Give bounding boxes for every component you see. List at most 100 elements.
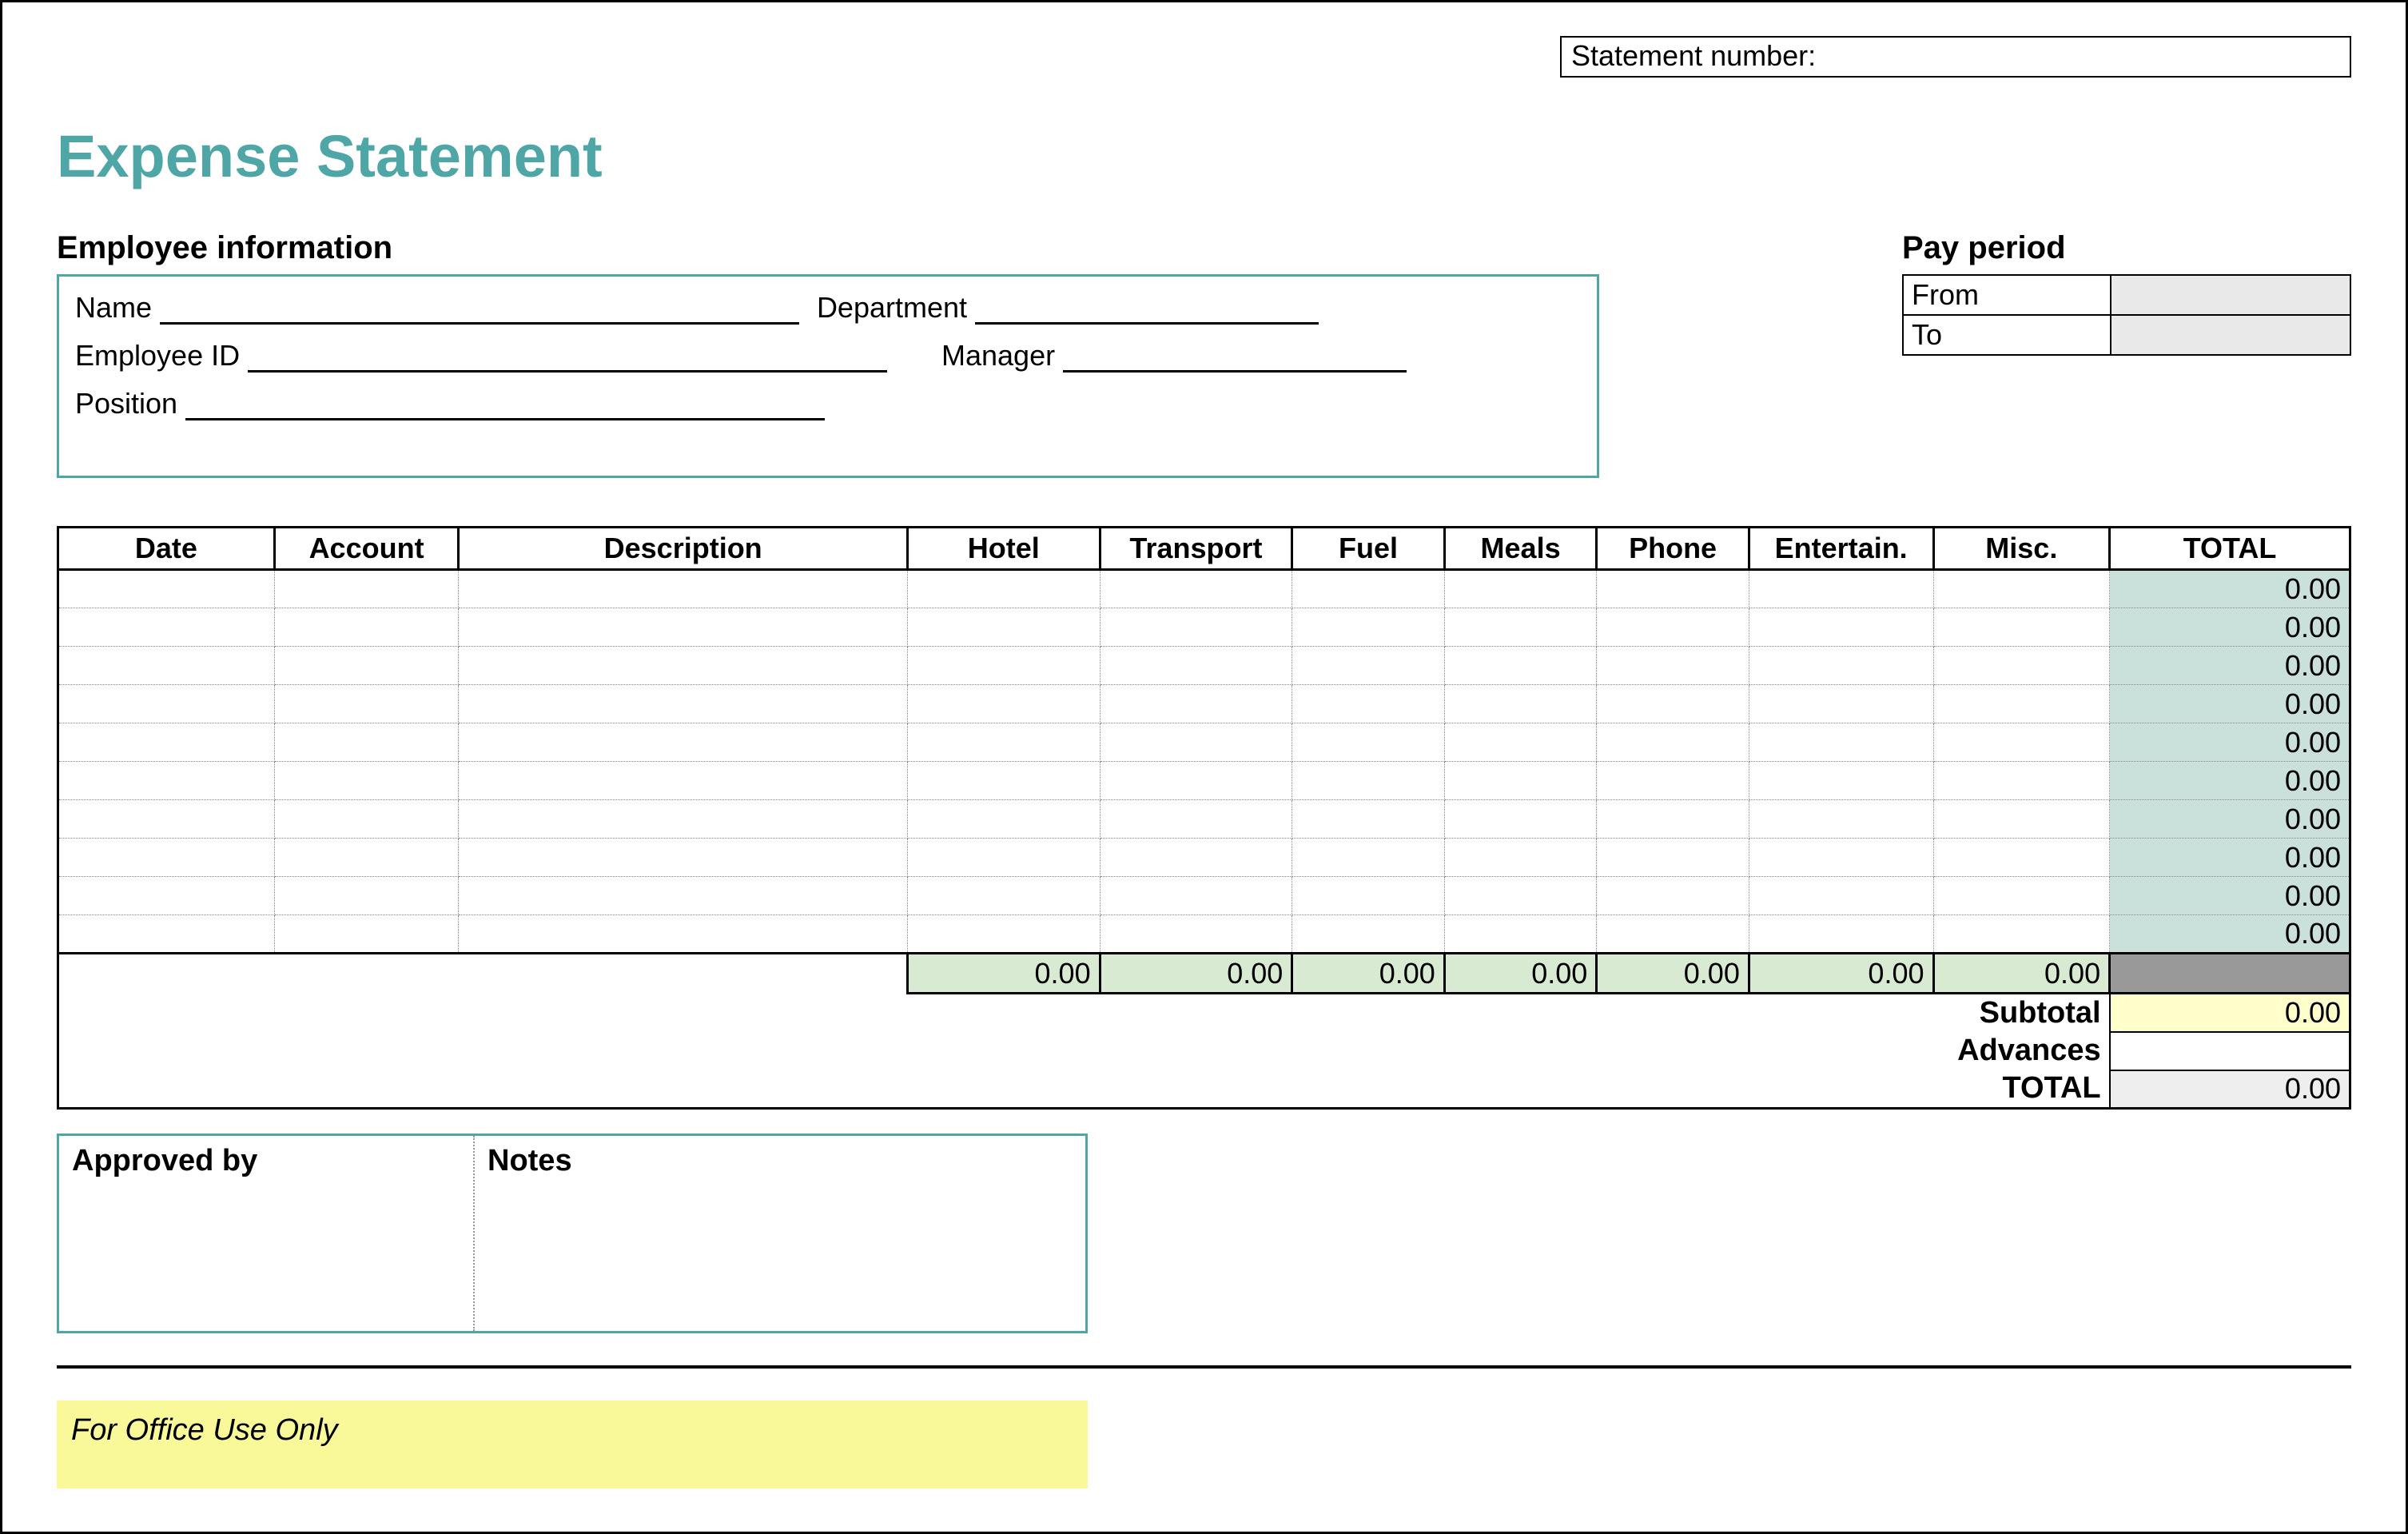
- table-cell[interactable]: [1444, 800, 1597, 839]
- table-cell[interactable]: [907, 685, 1100, 723]
- table-cell[interactable]: [1933, 877, 2110, 915]
- table-cell[interactable]: [274, 608, 459, 647]
- table-cell[interactable]: [907, 647, 1100, 685]
- table-cell[interactable]: [907, 762, 1100, 800]
- table-cell[interactable]: [58, 608, 275, 647]
- table-cell[interactable]: [58, 647, 275, 685]
- table-cell[interactable]: [58, 800, 275, 839]
- table-cell[interactable]: [58, 915, 275, 954]
- table-cell[interactable]: [1933, 800, 2110, 839]
- table-cell[interactable]: [1444, 915, 1597, 954]
- table-cell[interactable]: [58, 685, 275, 723]
- table-cell[interactable]: [1100, 762, 1292, 800]
- table-cell[interactable]: [1749, 839, 1933, 877]
- table-cell[interactable]: [1100, 839, 1292, 877]
- table-cell[interactable]: [1100, 685, 1292, 723]
- table-cell[interactable]: [1444, 608, 1597, 647]
- table-cell[interactable]: [459, 915, 908, 954]
- table-cell[interactable]: [907, 915, 1100, 954]
- table-cell[interactable]: [274, 647, 459, 685]
- table-cell[interactable]: [58, 762, 275, 800]
- table-cell[interactable]: [1933, 723, 2110, 762]
- table-cell[interactable]: [459, 839, 908, 877]
- table-cell[interactable]: [1597, 762, 1749, 800]
- table-cell[interactable]: [58, 839, 275, 877]
- notes-cell[interactable]: Notes: [475, 1136, 1085, 1331]
- name-input-line[interactable]: [160, 294, 799, 325]
- table-cell[interactable]: [1444, 877, 1597, 915]
- table-cell[interactable]: [1597, 877, 1749, 915]
- table-cell[interactable]: [1749, 723, 1933, 762]
- table-cell[interactable]: [459, 762, 908, 800]
- table-cell[interactable]: [1597, 839, 1749, 877]
- statement-number-field[interactable]: Statement number:: [1560, 36, 2351, 78]
- table-cell[interactable]: [1597, 570, 1749, 608]
- table-cell[interactable]: [1292, 608, 1445, 647]
- table-cell[interactable]: [1749, 647, 1933, 685]
- table-cell[interactable]: [1444, 762, 1597, 800]
- table-cell[interactable]: [1597, 723, 1749, 762]
- table-cell[interactable]: [1444, 570, 1597, 608]
- manager-input-line[interactable]: [1063, 342, 1407, 373]
- table-cell[interactable]: [459, 647, 908, 685]
- table-cell[interactable]: [1444, 647, 1597, 685]
- table-cell[interactable]: [1100, 915, 1292, 954]
- table-cell[interactable]: [1100, 800, 1292, 839]
- table-cell[interactable]: [907, 570, 1100, 608]
- pay-to-value[interactable]: [2111, 315, 2350, 355]
- table-cell[interactable]: [459, 608, 908, 647]
- table-cell[interactable]: [274, 723, 459, 762]
- table-cell[interactable]: [1933, 839, 2110, 877]
- table-cell[interactable]: [459, 877, 908, 915]
- table-cell[interactable]: [907, 877, 1100, 915]
- table-cell[interactable]: [1100, 647, 1292, 685]
- table-cell[interactable]: [274, 877, 459, 915]
- table-cell[interactable]: [274, 915, 459, 954]
- table-cell[interactable]: [274, 762, 459, 800]
- table-cell[interactable]: [1933, 608, 2110, 647]
- table-cell[interactable]: [1597, 800, 1749, 839]
- table-cell[interactable]: [1597, 608, 1749, 647]
- table-cell[interactable]: [459, 723, 908, 762]
- table-cell[interactable]: [1597, 685, 1749, 723]
- table-cell[interactable]: [1292, 800, 1445, 839]
- pay-from-value[interactable]: [2111, 275, 2350, 315]
- employee-id-input-line[interactable]: [248, 342, 887, 373]
- table-cell[interactable]: [1933, 570, 2110, 608]
- table-cell[interactable]: [1100, 570, 1292, 608]
- table-cell[interactable]: [1749, 608, 1933, 647]
- advances-value[interactable]: [2110, 1032, 2350, 1070]
- table-cell[interactable]: [1292, 723, 1445, 762]
- table-cell[interactable]: [907, 800, 1100, 839]
- department-input-line[interactable]: [975, 294, 1319, 325]
- table-cell[interactable]: [274, 839, 459, 877]
- table-cell[interactable]: [1597, 647, 1749, 685]
- table-cell[interactable]: [1933, 762, 2110, 800]
- table-cell[interactable]: [1444, 839, 1597, 877]
- table-cell[interactable]: [274, 685, 459, 723]
- table-cell[interactable]: [1749, 762, 1933, 800]
- table-cell[interactable]: [1444, 685, 1597, 723]
- table-cell[interactable]: [1100, 723, 1292, 762]
- table-cell[interactable]: [58, 877, 275, 915]
- table-cell[interactable]: [1749, 570, 1933, 608]
- table-cell[interactable]: [1597, 915, 1749, 954]
- table-cell[interactable]: [1292, 762, 1445, 800]
- table-cell[interactable]: [1292, 647, 1445, 685]
- position-input-line[interactable]: [185, 390, 825, 420]
- table-cell[interactable]: [1749, 800, 1933, 839]
- table-cell[interactable]: [274, 570, 459, 608]
- table-cell[interactable]: [1292, 570, 1445, 608]
- table-cell[interactable]: [1292, 839, 1445, 877]
- table-cell[interactable]: [58, 723, 275, 762]
- table-cell[interactable]: [907, 723, 1100, 762]
- table-cell[interactable]: [459, 570, 908, 608]
- table-cell[interactable]: [1292, 877, 1445, 915]
- table-cell[interactable]: [1933, 647, 2110, 685]
- table-cell[interactable]: [1749, 685, 1933, 723]
- table-cell[interactable]: [1100, 608, 1292, 647]
- table-cell[interactable]: [1444, 723, 1597, 762]
- table-cell[interactable]: [907, 608, 1100, 647]
- table-cell[interactable]: [1292, 685, 1445, 723]
- table-cell[interactable]: [1933, 685, 2110, 723]
